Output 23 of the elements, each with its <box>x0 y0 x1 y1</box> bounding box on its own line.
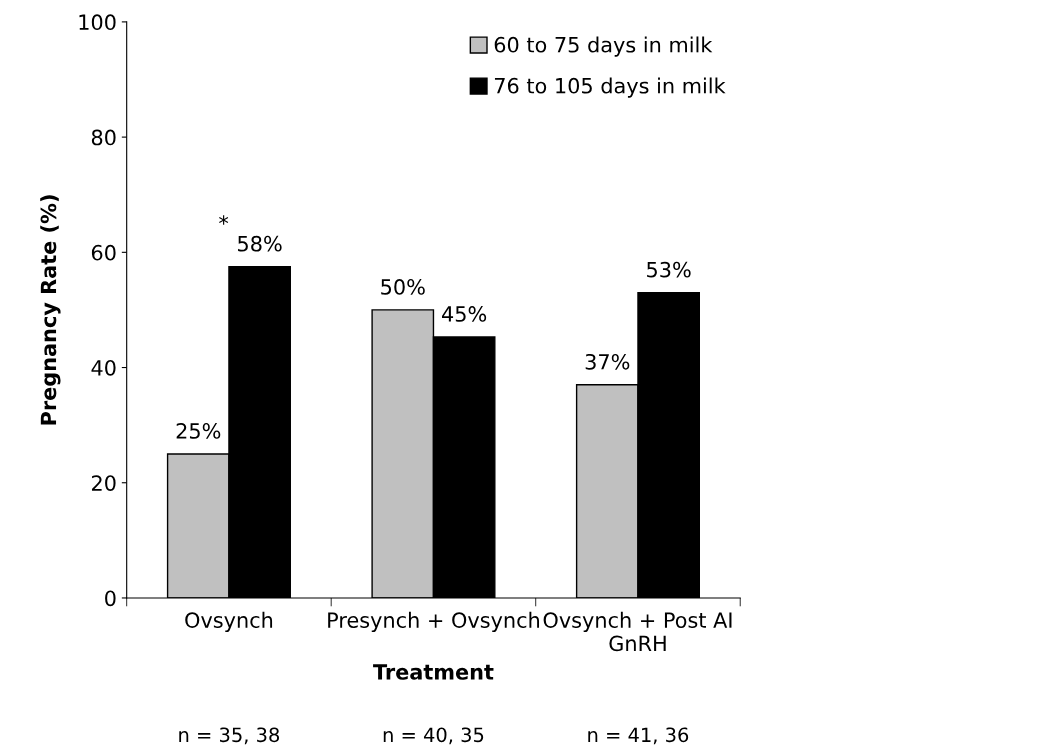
data-label: 45% <box>442 306 487 322</box>
y-axis-title: Pregnancy Rate (%) <box>40 195 61 425</box>
legend-label: 60 to 75 days in milk <box>494 36 713 57</box>
y-tick-label: 60 <box>91 244 116 261</box>
y-tick-label: 20 <box>91 475 116 491</box>
annotation: * <box>219 215 229 225</box>
y-tick-label: 100 <box>79 14 116 31</box>
y-tick-label: 80 <box>91 129 116 146</box>
y-tick-label: 0 <box>105 590 116 607</box>
data-label: 25% <box>176 423 221 439</box>
data-label: 58% <box>238 235 282 252</box>
data-label: 37% <box>585 353 630 370</box>
data-label: 53% <box>647 261 691 278</box>
x-tick-label: Ovsynch + Post AI GnRH <box>543 611 732 652</box>
y-tick-label: 40 <box>91 359 116 376</box>
x-axis-title: Treatment <box>373 664 494 680</box>
data-label: 50% <box>381 279 425 295</box>
x-tick-label: Presynch + Ovsynch <box>328 611 539 633</box>
legend-label: 76 to 105 days in milk <box>494 77 726 98</box>
text: n = 41, 36 <box>588 727 689 745</box>
text: n = 35, 38 <box>179 727 280 745</box>
x-tick-label: Ovsynch <box>185 611 273 633</box>
text: n = 40, 35 <box>383 727 484 745</box>
